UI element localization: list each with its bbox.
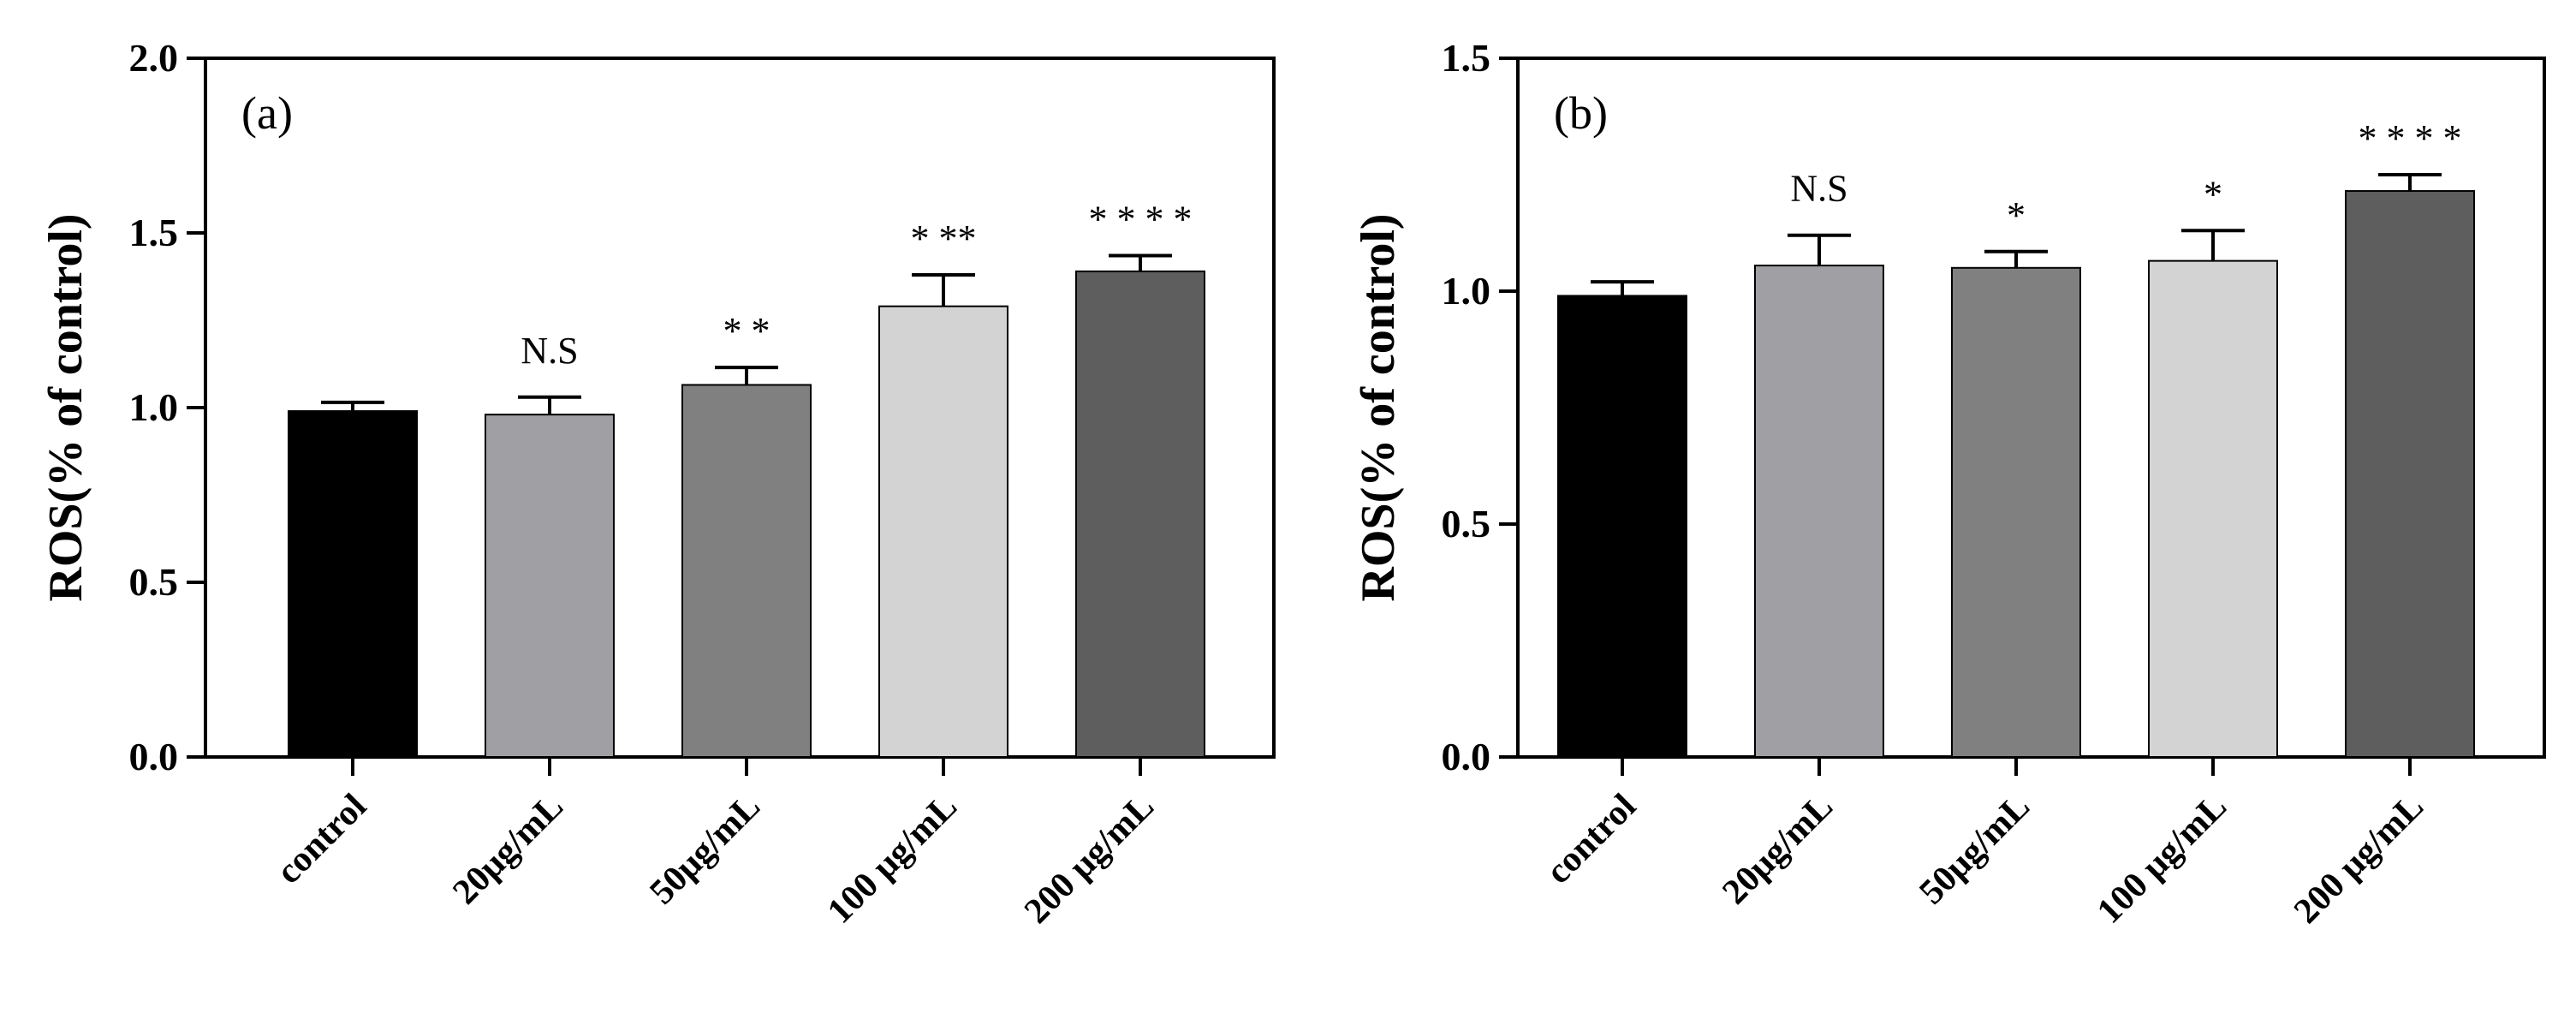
y-tick-label: 1.0 — [129, 385, 179, 429]
bar — [1754, 265, 1884, 758]
bar — [288, 410, 418, 758]
significance-label: * * * * — [2359, 117, 2462, 159]
bar — [2148, 259, 2278, 758]
significance-label: * ** — [911, 218, 977, 259]
x-tick-label: 100 μg/mL — [2090, 787, 2234, 932]
x-tick-label: 200 μg/mL — [2287, 787, 2431, 932]
bar — [878, 305, 1008, 758]
x-tick-label: 200 μg/mL — [1017, 787, 1162, 932]
panel-a-chart: 0.0 0.5 1.0 1.5 2.0 ROS(% of control) (a) contr… — [39, 36, 1276, 932]
significance-label: * * — [723, 310, 770, 352]
significance-label: N.S — [1790, 168, 1847, 210]
panel-label: (b) — [1554, 87, 1608, 139]
bar — [1557, 295, 1687, 758]
panel-label: (a) — [241, 87, 293, 139]
y-tick-label: 0.5 — [129, 560, 179, 604]
y-axis-label: ROS(% of control) — [1352, 213, 1405, 601]
y-tick-label: 0.0 — [1442, 735, 1491, 778]
x-tick-label: 20μg/mL — [1715, 787, 1841, 913]
significance-label: * — [2204, 173, 2222, 215]
x-tick-label: 50μg/mL — [642, 787, 768, 913]
x-tick-label: control — [1538, 787, 1644, 892]
y-axis-label: ROS(% of control) — [39, 213, 92, 601]
significance-label: * * * * — [1089, 199, 1193, 241]
y-tick-label: 1.5 — [1442, 36, 1491, 80]
x-tick-label: 50μg/mL — [1912, 787, 2038, 913]
y-tick-label: 1.0 — [1442, 269, 1491, 313]
bar — [1951, 266, 2081, 758]
panel-b-chart: 0.0 0.5 1.0 1.5 ROS(% of control) (b) control 2… — [1352, 36, 2546, 932]
significance-label: N.S — [521, 330, 578, 372]
x-tick-label: control — [269, 787, 374, 892]
y-tick-label: 2.0 — [129, 36, 179, 80]
bar — [681, 384, 812, 758]
y-tick-label: 0.0 — [129, 735, 179, 778]
bar — [485, 414, 615, 758]
bar — [1075, 270, 1205, 758]
y-tick-label: 1.5 — [129, 211, 179, 254]
significance-label: * — [2007, 194, 2026, 236]
x-tick-label: 100 μg/mL — [820, 787, 965, 932]
x-tick-label: 20μg/mL — [445, 787, 571, 913]
y-tick-label: 0.5 — [1442, 502, 1491, 545]
bar — [2345, 190, 2475, 759]
